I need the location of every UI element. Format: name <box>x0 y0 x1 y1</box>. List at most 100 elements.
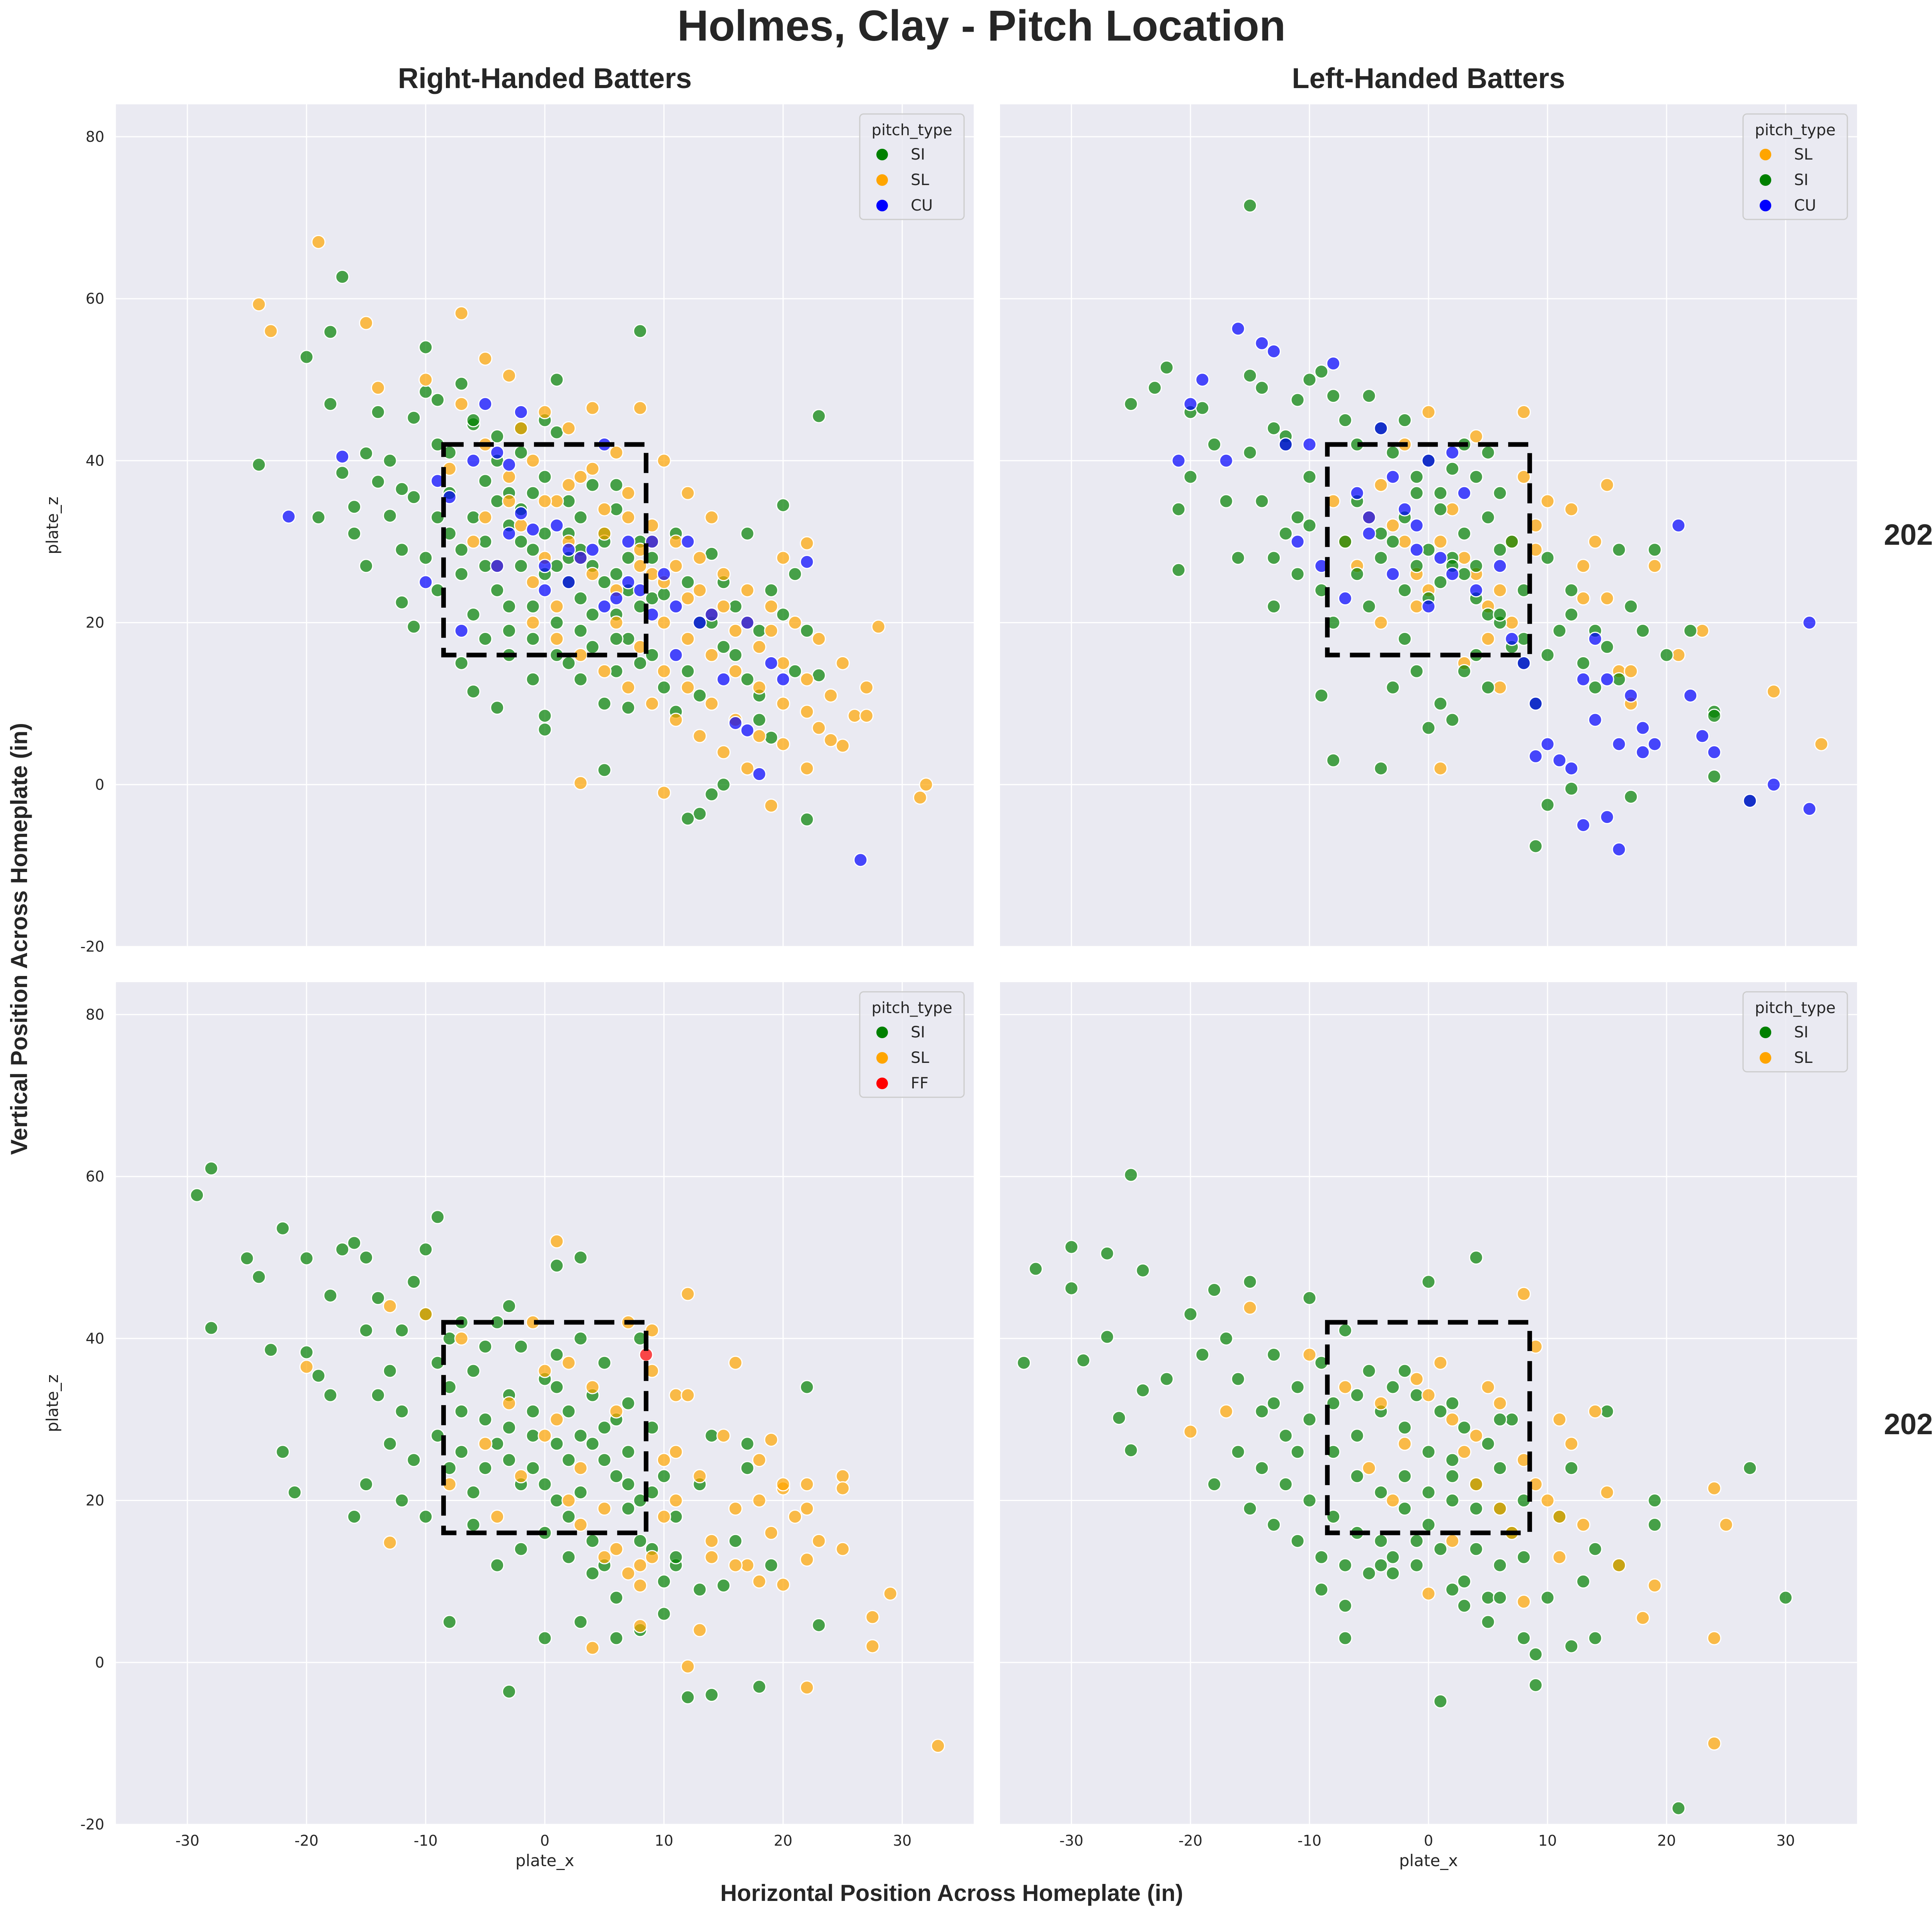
point-sl <box>621 1566 636 1581</box>
point-cu <box>502 526 516 541</box>
point-sl <box>764 624 779 638</box>
point-si <box>633 1533 648 1548</box>
point-si <box>335 466 350 480</box>
point-si <box>1171 502 1186 517</box>
point-si <box>1290 1380 1305 1394</box>
point-si <box>466 607 481 622</box>
point-si <box>1290 567 1305 581</box>
point-si <box>478 1461 493 1476</box>
point-si <box>1243 445 1257 460</box>
point-cu <box>716 672 731 687</box>
point-sl <box>1409 1372 1424 1386</box>
legend-label-si: SI <box>1794 1023 1808 1041</box>
legend-title: pitch_type <box>872 999 952 1017</box>
point-sl <box>931 1739 945 1753</box>
point-sl <box>1552 1550 1567 1564</box>
point-sl <box>776 696 791 711</box>
point-si <box>299 350 314 364</box>
point-si <box>1457 1598 1471 1613</box>
point-si <box>537 469 552 484</box>
point-si <box>1171 563 1186 577</box>
point-si <box>1267 1517 1281 1532</box>
point-sl <box>1421 1586 1436 1601</box>
point-si <box>1445 712 1460 727</box>
point-sl <box>1397 1437 1412 1451</box>
point-sl <box>764 1525 779 1540</box>
point-si <box>1207 1477 1221 1492</box>
point-si <box>1647 1493 1662 1508</box>
point-cu <box>573 551 588 565</box>
point-sl <box>478 1437 493 1451</box>
point-cu <box>1540 737 1555 751</box>
point-si <box>406 410 421 425</box>
point-sl <box>740 583 755 598</box>
point-sl <box>1386 1493 1400 1508</box>
point-si <box>1564 1639 1579 1654</box>
point-si <box>561 656 576 670</box>
point-si <box>549 425 564 440</box>
x-tick-label: 0 <box>540 1832 549 1849</box>
point-si <box>1540 551 1555 565</box>
point-cu <box>1505 631 1519 646</box>
point-sl <box>728 1558 743 1573</box>
point-si <box>1493 1558 1507 1573</box>
point-sl <box>668 712 683 727</box>
point-si <box>454 1404 469 1419</box>
point-si <box>1362 1566 1376 1581</box>
point-cu <box>1445 567 1460 581</box>
point-cu <box>561 542 576 557</box>
point-si <box>1421 1275 1436 1289</box>
point-cu <box>1421 453 1436 468</box>
point-cu <box>454 624 469 638</box>
point-si <box>204 1321 219 1335</box>
point-sl <box>799 1680 814 1695</box>
point-sl <box>811 631 826 646</box>
legend-marker-si <box>876 149 888 160</box>
legend-label-cu: CU <box>1794 197 1816 214</box>
point-si <box>537 1477 552 1492</box>
point-si <box>1409 1558 1424 1573</box>
point-sl <box>645 1550 659 1564</box>
point-sl <box>752 729 767 743</box>
point-si <box>1516 1550 1531 1564</box>
point-sl <box>502 494 516 508</box>
point-si <box>1481 1590 1495 1605</box>
point-si <box>1469 559 1483 573</box>
point-si <box>573 1331 588 1346</box>
point-si <box>406 1453 421 1467</box>
point-sl <box>799 1501 814 1516</box>
point-sl <box>597 526 612 541</box>
y-tick-label: 60 <box>86 290 104 307</box>
point-si <box>478 1412 493 1427</box>
point-si <box>1326 389 1341 403</box>
point-cu <box>1528 749 1543 763</box>
legend-marker-sl <box>876 174 888 186</box>
point-si <box>573 1485 588 1500</box>
point-si <box>1409 664 1424 678</box>
point-si <box>1374 1558 1388 1573</box>
point-si <box>1386 680 1400 695</box>
point-si <box>728 1533 743 1548</box>
point-si <box>371 1291 385 1305</box>
point-cu <box>1445 445 1460 460</box>
point-sl <box>573 1517 588 1532</box>
point-si <box>585 1533 600 1548</box>
point-si <box>573 1615 588 1629</box>
y-tick-label: 80 <box>86 1006 104 1023</box>
point-sl <box>264 324 278 338</box>
point-si <box>1255 494 1269 508</box>
legend: pitch_type SI SL FF <box>859 991 965 1098</box>
point-sl <box>835 1469 850 1484</box>
point-sl <box>1469 429 1483 444</box>
point-si <box>633 656 648 670</box>
point-si <box>1374 761 1388 776</box>
point-cu <box>1695 729 1710 743</box>
x-tick-label: 10 <box>655 1832 673 1849</box>
point-si <box>1457 526 1471 541</box>
point-si <box>621 700 636 715</box>
point-sl <box>597 1550 612 1564</box>
point-sl <box>1243 1301 1257 1315</box>
series-cu <box>281 397 868 867</box>
legend-box <box>859 991 965 1098</box>
panel-2022-right-handed-batters: -20 0 20 40 60 80 -30 -20 -10 0 10 20 30 plate_x plate… <box>43 982 974 1870</box>
